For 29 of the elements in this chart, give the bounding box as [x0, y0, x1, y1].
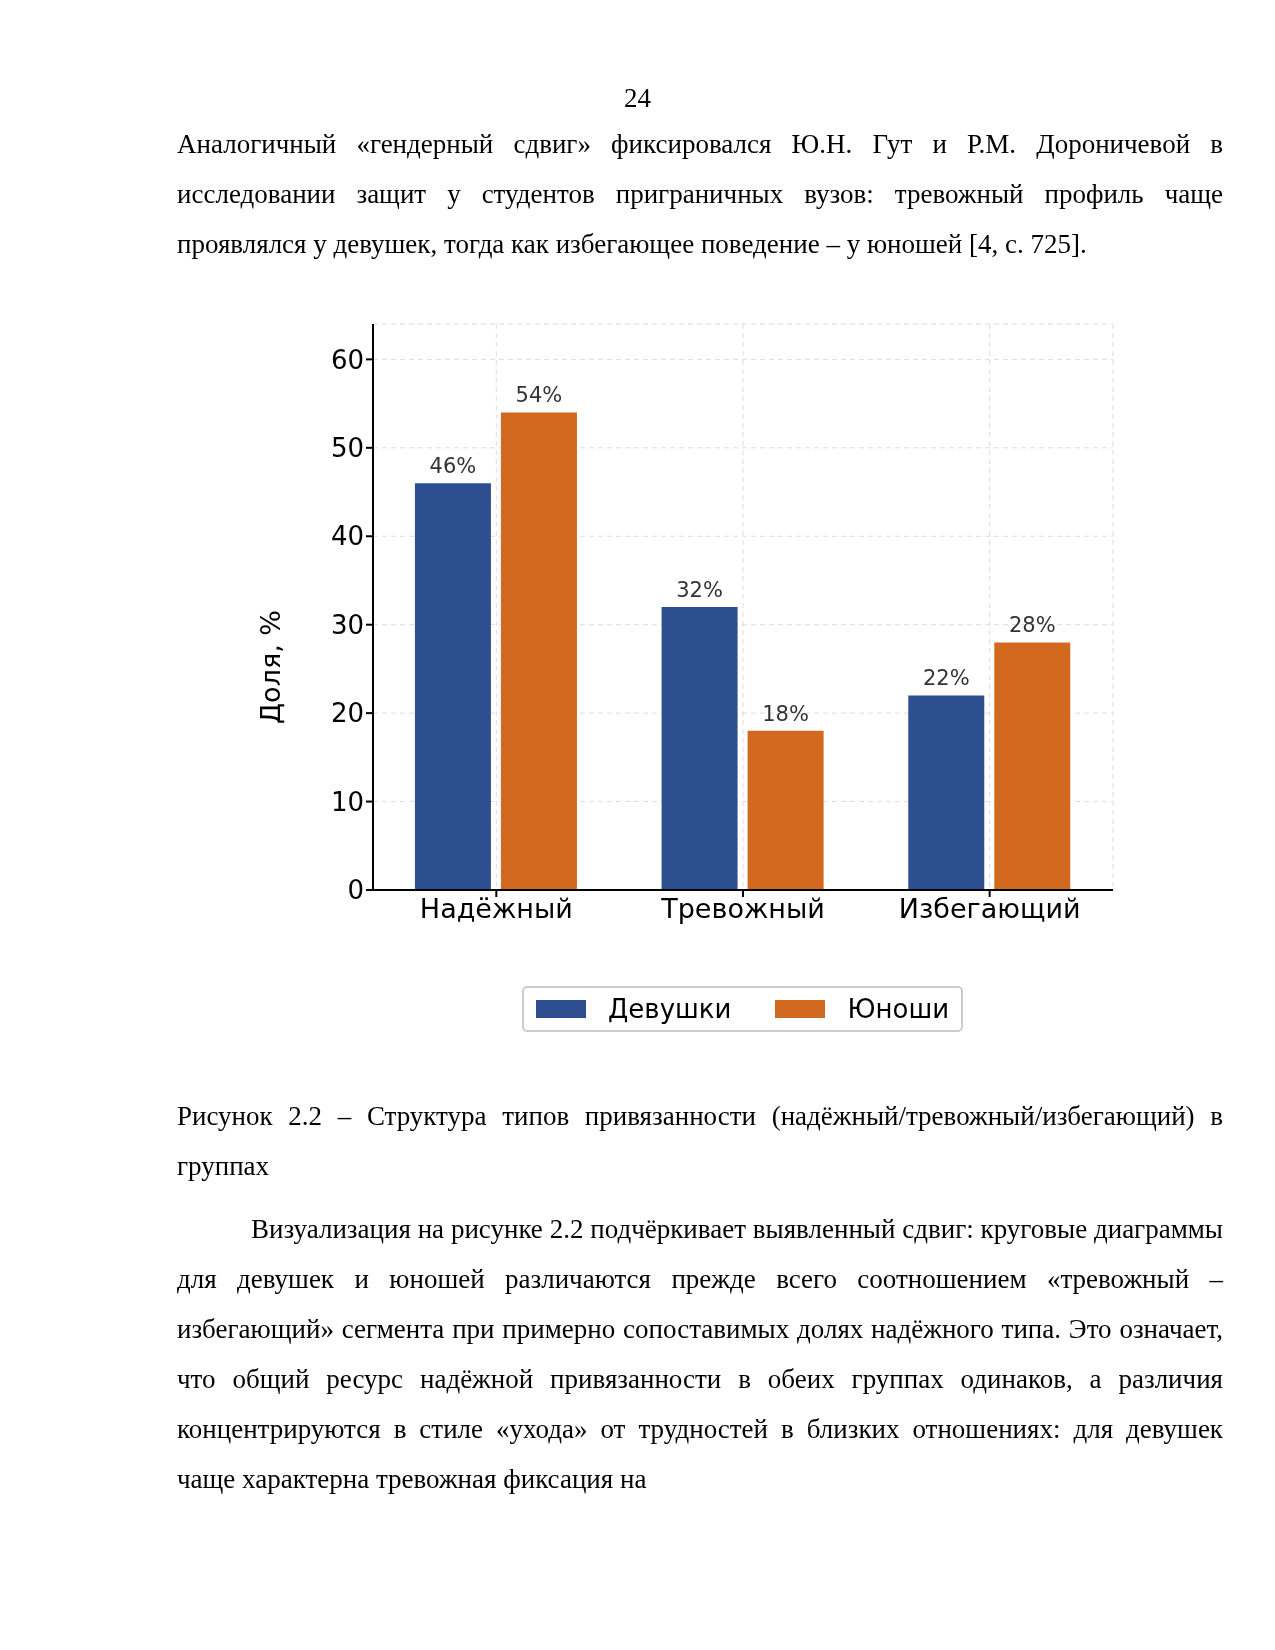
x-tick-label: Надёжный: [419, 893, 573, 925]
data-label: 18%: [762, 701, 809, 726]
y-axis-title: Доля, %: [254, 610, 286, 724]
x-tick-label: Избегающий: [898, 893, 1081, 925]
data-label: 46%: [429, 454, 477, 479]
y-tick-label: 20: [330, 698, 364, 729]
y-tick-label: 40: [330, 521, 364, 552]
bar: [661, 607, 738, 890]
x-tick-label: Тревожный: [660, 893, 825, 925]
bar: [414, 483, 491, 890]
text: Аналогичный «гендерный сдвиг» фиксировался Ю.Н. Гут и Р.М. Дороничевой в исследовании защит у студентов приграничных вузов: тревожный профиль чаще проявлялся у девушек, тогда как избегающее поведение – у юношей [4, с. 725].: [177, 128, 1223, 261]
y-tick-label: 60: [330, 344, 364, 375]
bar: [747, 730, 824, 890]
text: 24: [623, 83, 652, 114]
bar: [500, 412, 577, 890]
text: Рисунок 2.2 – Структура типов привязанности (надёжный/тревожный/избегающий) в группах: [177, 1100, 1223, 1183]
data-label: 32%: [676, 578, 723, 602]
text: Визуализация на рисунке 2.2 подчёркивает выявленный сдвиг: круговые диаграммы для девушек и юношей различаются прежде всего соотношением «тревожный – избегающий» сегмента при примерно сопоставимых долях надёжного типа. Это означает, что общий ресурс надёжной привязанности в обеих группах одинаков, а различия концентрируются в стиле «ухода» от трудностей в близких отношениях: для девушек чаще характерна тревожная фиксация на: [177, 1213, 1223, 1496]
legend-label: Девушки: [608, 994, 732, 1024]
data-label: 22%: [922, 666, 970, 691]
bar: [908, 695, 985, 890]
y-tick-label: 30: [330, 609, 364, 640]
data-label: 54%: [515, 383, 563, 408]
y-tick-label: 50: [330, 433, 364, 464]
y-tick-label: 0: [347, 875, 364, 906]
data-label: 28%: [1008, 613, 1056, 638]
bar: [994, 642, 1071, 890]
y-tick-label: 10: [330, 786, 364, 817]
legend-label: Юноши: [847, 994, 950, 1024]
